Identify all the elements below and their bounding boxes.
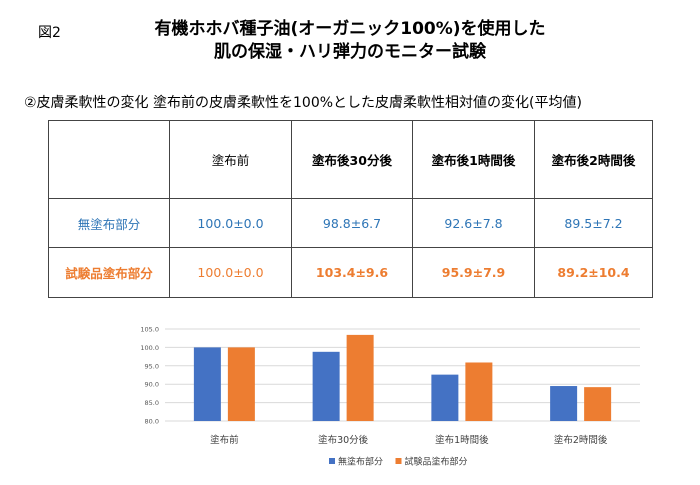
row-label: 無塗布部分 xyxy=(48,198,170,248)
table-cell: 89.2±10.4 xyxy=(534,247,653,298)
legend-swatch xyxy=(395,458,402,464)
title-line-2: 肌の保湿・ハリ弾力のモニター試験 xyxy=(214,42,486,62)
legend-label: 無塗布部分 xyxy=(338,456,383,468)
x-tick-label: 塗布前 xyxy=(210,434,239,446)
table-header-row: 塗布前 塗布後30分後 塗布後1時間後 塗布後2時間後 xyxy=(48,120,653,199)
subtitle: ②皮膚柔軟性の変化 塗布前の皮膚柔軟性を100%とした皮膚柔軟性相対値の変化(平… xyxy=(24,95,582,111)
y-tick-label: 90.0 xyxy=(145,381,159,389)
bar-untreated xyxy=(431,374,459,421)
row-label: 試験品塗布部分 xyxy=(48,247,170,298)
bar-treated xyxy=(227,347,255,421)
legend-label: 試験品塗布部分 xyxy=(405,456,468,468)
bar-untreated xyxy=(193,347,221,421)
bar-untreated xyxy=(312,351,340,421)
title-line-1: 有機ホホバ種子油(オーガニック100%)を使用した xyxy=(154,19,546,39)
x-tick-label: 塗布30分後 xyxy=(318,434,369,446)
y-tick-label: 85.0 xyxy=(145,399,159,407)
bar-treated xyxy=(584,387,612,421)
figure-label: 図2 xyxy=(38,25,61,41)
bar-treated xyxy=(346,334,374,421)
page-title: 有機ホホバ種子油(オーガニック100%)を使用した 肌の保湿・ハリ弾力のモニター… xyxy=(0,18,700,64)
bar-untreated xyxy=(550,386,578,421)
x-tick-label: 塗布2時間後 xyxy=(554,434,608,446)
table-row: 試験品塗布部分 100.0±0.0 103.4±9.6 95.9±7.9 89.… xyxy=(48,247,653,298)
bar-treated xyxy=(465,362,493,421)
x-tick-label: 塗布1時間後 xyxy=(435,434,489,446)
header-cell xyxy=(48,120,170,199)
header-cell: 塗布後2時間後 xyxy=(534,120,653,199)
y-tick-label: 105.0 xyxy=(140,326,159,334)
header-cell: 塗布後1時間後 xyxy=(412,120,535,199)
table-cell: 103.4±9.6 xyxy=(291,247,413,298)
data-table: 塗布前 塗布後30分後 塗布後1時間後 塗布後2時間後 無塗布部分 100.0±… xyxy=(48,120,653,298)
y-tick-label: 95.0 xyxy=(145,362,159,370)
table-cell: 100.0±0.0 xyxy=(169,198,292,248)
y-tick-label: 80.0 xyxy=(145,418,159,426)
table-row: 無塗布部分 100.0±0.0 98.8±6.7 92.6±7.8 89.5±7… xyxy=(48,198,653,248)
legend-swatch xyxy=(329,458,335,464)
table-cell: 100.0±0.0 xyxy=(169,247,292,298)
table-cell: 92.6±7.8 xyxy=(412,198,535,248)
y-tick-label: 100.0 xyxy=(140,344,159,352)
header-cell: 塗布前 xyxy=(169,120,292,199)
